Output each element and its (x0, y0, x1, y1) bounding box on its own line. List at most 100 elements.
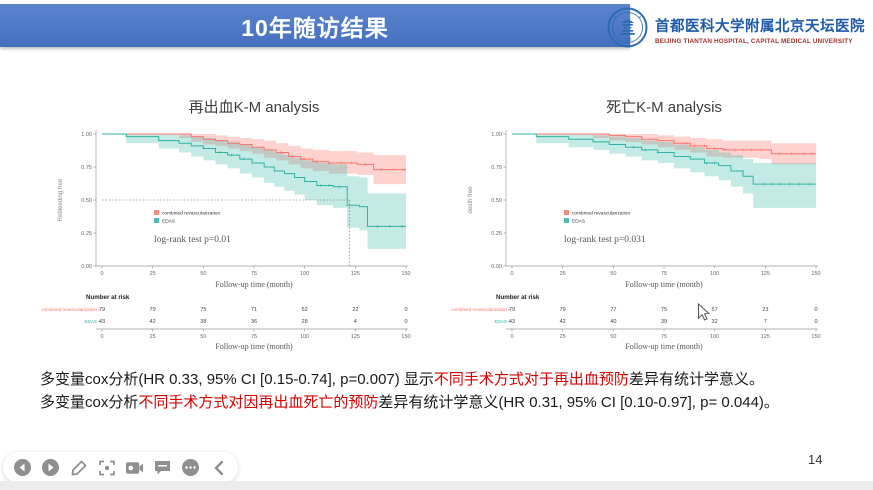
comments-icon[interactable] (153, 458, 172, 477)
y-tick-label: 0.00 (81, 264, 92, 270)
svg-text:0: 0 (510, 334, 513, 340)
slide-title-banner: 10年随访结果 (0, 4, 630, 47)
svg-text:100: 100 (300, 334, 309, 340)
conclusion-segment: 不同手术方式对因再出血死亡的预防 (138, 394, 379, 411)
svg-text:50: 50 (610, 334, 616, 340)
risk-value: 79 (509, 307, 515, 313)
risk-value: 28 (302, 319, 308, 325)
death-km-chart-svg: 1.00 0.75 0.50 0.25 0.00 0 25 50 75 100 125 150 Foll… (451, 130, 821, 351)
legend-swatch (154, 210, 159, 215)
risk-row-label: combined revascularization (451, 307, 507, 312)
svg-text:150: 150 (401, 334, 410, 340)
ci-band (512, 134, 816, 208)
hospital-seal-icon: 1956 (607, 7, 648, 53)
risk-value: 75 (200, 307, 206, 313)
conclusion-segment: 多变量cox分析 (40, 394, 139, 411)
risk-value: 0 (814, 307, 817, 313)
x-tick-label: 75 (251, 271, 257, 277)
risk-value: 71 (251, 307, 257, 313)
svg-text:1956: 1956 (624, 38, 632, 42)
svg-text:25: 25 (150, 334, 156, 340)
x-tick-label: 100 (300, 271, 309, 277)
ci-band (512, 134, 816, 165)
y-tick-label: 0.75 (81, 165, 92, 171)
x-tick-label: 125 (351, 271, 360, 277)
risk-value: 36 (251, 319, 257, 325)
ci-band (102, 134, 406, 249)
legend-swatch (564, 210, 569, 215)
risk-table-x-label: Follow-up time (month) (625, 342, 703, 351)
conclusion-text: 多变量cox分析(HR 0.33, 95% CI [0.15-0.74], p=… (40, 368, 845, 414)
next-slide-button[interactable] (41, 458, 60, 477)
risk-row-label: combined revascularization (41, 307, 97, 312)
y-tick-label: 0.50 (81, 198, 92, 204)
logrank-annotation: log-rank test p=0.031 (564, 235, 646, 245)
risk-value: 42 (150, 319, 156, 325)
svg-text:75: 75 (661, 334, 667, 340)
laser-pointer-icon[interactable] (97, 458, 116, 477)
risk-value: 43 (509, 319, 515, 325)
y-axis-label: death free (468, 186, 474, 214)
legend-label: combined revascularization (162, 210, 220, 216)
svg-text:25: 25 (560, 334, 566, 340)
conclusion-segment: 多变量cox分析(HR 0.33, 95% CI [0.15-0.74], p=… (40, 371, 434, 388)
risk-value: 38 (200, 319, 206, 325)
x-tick-label: 100 (710, 271, 719, 277)
svg-text:75: 75 (251, 334, 257, 340)
x-tick-label: 75 (661, 271, 667, 277)
slide-title: 10年随访结果 (241, 14, 389, 41)
risk-row-label: EDAS (84, 319, 97, 324)
km-curve (512, 133, 816, 185)
svg-text:125: 125 (761, 334, 770, 340)
mouse-cursor (697, 302, 711, 327)
y-tick-label: 1.00 (81, 132, 92, 138)
risk-value: 79 (99, 307, 105, 313)
svg-text:125: 125 (351, 334, 360, 340)
y-tick-label: 0.75 (491, 165, 502, 171)
rebleeding-km-chart-panel: 再出血K-M analysis 1.00 0.75 0.50 0.25 0.00 0 25 5… (14, 96, 426, 354)
page-number: 14 (808, 452, 823, 467)
risk-table-x-label: Follow-up time (month) (215, 342, 293, 351)
risk-value: 79 (560, 307, 566, 313)
conclusion-segment: 不同手术方式对于再出血预防 (433, 371, 629, 388)
legend-swatch (154, 218, 159, 223)
legend-label: combined revascularization (572, 210, 630, 216)
x-tick-label: 25 (560, 271, 566, 277)
risk-value: 42 (560, 319, 566, 325)
hospital-logo: 1956 首都医科大学附属北京天坛医院 BEIJING TIANTAN HOSP… (607, 7, 865, 53)
risk-value: 7 (764, 319, 767, 325)
legend-swatch (564, 218, 569, 223)
y-axis-label: Rebleeding free (58, 178, 64, 221)
risk-value: 75 (661, 307, 667, 313)
risk-value: 79 (150, 307, 156, 313)
pen-icon[interactable] (69, 458, 88, 477)
risk-row-label: EDAS (494, 319, 507, 324)
camera-icon[interactable] (125, 458, 144, 477)
risk-value: 77 (610, 307, 616, 313)
x-tick-label: 50 (200, 271, 206, 277)
y-tick-label: 0.00 (491, 264, 502, 270)
risk-value: 0 (404, 307, 407, 313)
x-tick-label: 125 (761, 271, 770, 277)
chart-title-death: 死亡K-M analysis (606, 99, 722, 116)
risk-value: 57 (712, 307, 718, 313)
risk-value: 39 (661, 319, 667, 325)
presenter-toolbar (3, 452, 238, 483)
x-axis-label: Follow-up time (month) (215, 280, 293, 289)
km-curve (512, 133, 816, 155)
chart-title-rebleeding: 再出血K-M analysis (188, 99, 320, 116)
risk-table-header: Number at risk (86, 294, 130, 301)
more-icon[interactable] (181, 458, 200, 477)
y-tick-label: 1.00 (491, 132, 502, 138)
svg-text:100: 100 (710, 334, 719, 340)
previous-slide-button[interactable] (13, 458, 32, 477)
x-tick-label: 0 (100, 271, 103, 277)
conclusion-segment: 差异有统计学意义(HR 0.31, 95% CI [0.10-0.97], p=… (378, 394, 779, 411)
x-axis-label: Follow-up time (month) (625, 280, 703, 289)
legend-label: EDAS (572, 218, 585, 224)
svg-text:50: 50 (200, 334, 206, 340)
x-tick-label: 150 (401, 271, 410, 277)
x-tick-label: 0 (510, 271, 513, 277)
collapse-toolbar-icon[interactable] (209, 458, 228, 477)
y-tick-label: 0.50 (491, 198, 502, 204)
